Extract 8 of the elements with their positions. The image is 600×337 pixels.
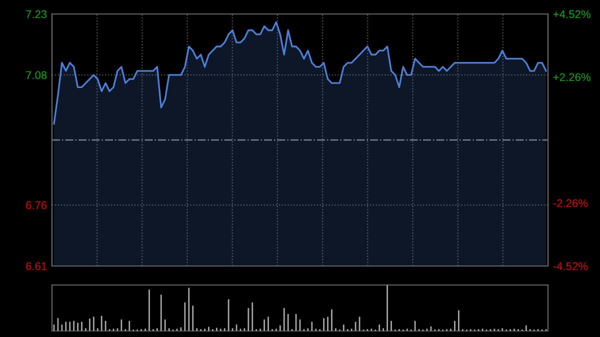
- y2-tick-label: -2.26%: [553, 199, 588, 208]
- y-tick-label: 7.08: [26, 71, 47, 80]
- y2-tick-label: +2.26%: [553, 73, 590, 82]
- y-tick-label: 6.76: [26, 201, 47, 210]
- y2-tick-label: -4.52%: [553, 262, 588, 270]
- y-tick-label: 7.23: [26, 10, 47, 18]
- y2-tick-label: +4.52%: [553, 10, 590, 18]
- y-tick-label: 6.61: [26, 262, 47, 270]
